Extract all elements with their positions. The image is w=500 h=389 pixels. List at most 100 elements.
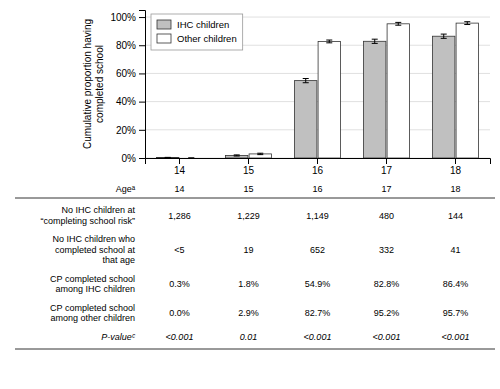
legend-frame [151,14,243,50]
table-cell: 17 [381,184,391,194]
bar [295,81,317,158]
error-bar [234,155,240,156]
bar [226,155,248,158]
tick-label: 20% [116,125,136,136]
bar [364,41,386,158]
table-cell: 652 [310,245,325,255]
error-bar [326,40,332,43]
table-cell: 0.0% [169,308,190,318]
legend: IHC childrenOther children [151,14,243,50]
error-bar [257,153,263,154]
table-cell: 0.3% [169,279,190,289]
table-cell: <0.001 [304,332,332,342]
table: Ageᵃ 14 15 16 17 18 No IHC children at“complet… [15,184,495,349]
error-bar [372,39,378,43]
table-cell: 18 [450,184,460,194]
table-cell: <0.001 [166,332,194,342]
error-bar [441,34,447,38]
table-cell: 1,229 [237,211,260,221]
tick: 40% [116,96,145,107]
table-cell: 54.9% [305,279,331,289]
tick-mark [386,158,387,164]
tick: 17 [381,158,393,176]
legend-swatch [157,20,171,29]
table-cell: 1.8% [238,279,259,289]
tick-mark [248,158,249,164]
table-cell: 14 [174,184,184,194]
tick-mark [139,158,145,159]
bar [456,23,478,158]
tick: 15 [243,158,255,176]
tick: 60% [116,68,145,79]
error-bar [303,79,309,83]
grid [145,17,490,158]
chart: 0% 20% 40% 60% 80% 100% 14 15 16 17 18 Cumulative p… [0,0,500,389]
table-cell: 15 [243,184,253,194]
x-axis: 14 15 16 17 18 [146,158,491,176]
bar [249,154,271,158]
table-cell: 1,286 [168,211,191,221]
tick-label: 80% [116,40,136,51]
bar [318,41,340,158]
tick-label: 40% [116,96,136,107]
table-row-label: P-valueᶜ [101,332,136,342]
table-cell: 1,149 [306,211,329,221]
tick: 80% [116,40,145,51]
error-bar [165,157,171,158]
table-cell: 82.8% [374,279,400,289]
table-cell: <5 [174,245,184,255]
error-bar [395,22,401,25]
tick-mark [139,73,145,74]
tick-mark [317,158,318,164]
table-rule [15,349,495,350]
error-bar [464,22,470,25]
bar [387,24,409,158]
tick: 100% [110,12,145,23]
tick-mark [179,158,180,164]
tick-mark [139,102,145,103]
table-cell: <0.001 [442,332,470,342]
table-row-label: No IHC children at“completing school ris… [40,206,135,227]
bar [433,36,455,158]
axis-line [146,159,491,165]
tick: 0% [122,153,145,164]
tick-mark [139,130,145,131]
tick-label: 17 [381,165,393,176]
tick: 18 [450,158,462,176]
table-row-label: CP completed schoolamong other children [50,303,135,324]
legend-label: Other children [177,33,237,44]
table-cell: 0.01 [240,332,258,342]
table-rule [15,198,495,199]
tick-label: 14 [174,165,186,176]
tick-mark [455,158,456,164]
tick-label: 16 [312,165,324,176]
table-cell: 332 [379,245,394,255]
table-cell: 95.7% [443,308,469,318]
bar [157,157,179,158]
tick: 20% [116,125,145,136]
axis-line [139,11,146,159]
table-row-label: No IHC children whocompleted school atth… [52,235,135,266]
tick-label: 0% [122,153,137,164]
tick-mark [139,45,145,46]
table-cell: 144 [448,211,463,221]
bars [157,22,479,158]
tick: 16 [312,158,324,176]
tick-label: 100% [110,12,136,23]
bar [180,158,202,159]
table-row-label: Ageᵃ [116,184,136,194]
tick-label: 15 [243,165,255,176]
table-cell: <0.001 [373,332,401,342]
table-cell: 2.9% [238,308,259,318]
table-cell: 41 [450,245,460,255]
y-axis-title: Cumulative proportion havingcompleted sc… [82,19,105,149]
tick: 14 [174,158,186,176]
table-cell: 16 [312,184,322,194]
table-row-label: CP completed schoolamong IHC children [50,274,135,295]
table-cell: 86.4% [443,279,469,289]
tick-label: 18 [450,165,462,176]
table-cell: 95.2% [374,308,400,318]
tick-mark [139,17,145,18]
table-cell: 480 [379,211,394,221]
y-axis: 0% 20% 40% 60% 80% 100% [110,11,145,164]
